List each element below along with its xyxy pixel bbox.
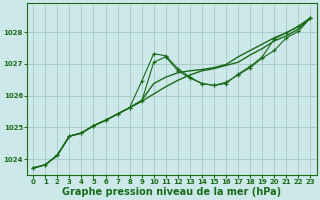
X-axis label: Graphe pression niveau de la mer (hPa): Graphe pression niveau de la mer (hPa) — [62, 187, 281, 197]
